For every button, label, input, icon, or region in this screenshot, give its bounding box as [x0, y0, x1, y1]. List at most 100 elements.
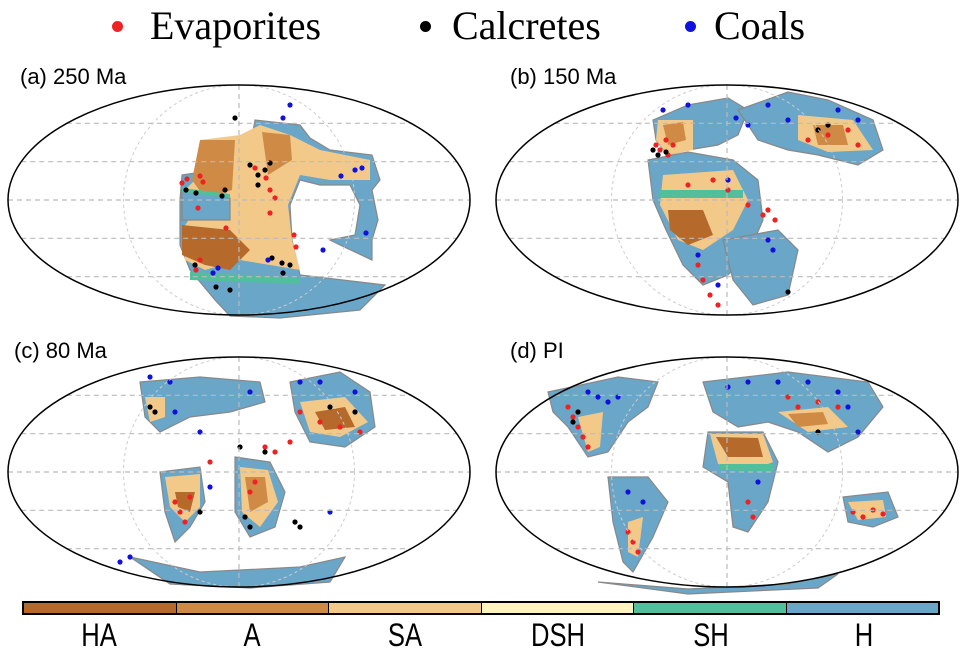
- arid-zone: [628, 517, 643, 557]
- landmass-antarctica: [597, 573, 839, 595]
- legend-coals: Coals: [714, 3, 806, 48]
- coal-point: [265, 257, 271, 263]
- calcretes-marker-icon: [420, 21, 431, 32]
- calcrete-point: [663, 149, 669, 155]
- calcrete-point: [247, 524, 253, 530]
- evaporite-point: [207, 459, 213, 465]
- calcrete-point: [232, 115, 238, 121]
- calcrete-point: [570, 419, 576, 425]
- evaporite-point: [565, 404, 571, 410]
- evaporite-point: [580, 434, 586, 440]
- coal-point: [845, 404, 851, 410]
- calcrete-point: [255, 172, 261, 178]
- map-panel-b: [495, 84, 959, 316]
- evaporite-point: [287, 439, 293, 445]
- coal-point: [695, 252, 701, 258]
- coal-point: [765, 237, 771, 243]
- evaporite-point: [267, 187, 273, 193]
- evaporite-point: [195, 205, 201, 211]
- arid-core: [663, 122, 686, 145]
- evaporite-point: [795, 404, 801, 410]
- map-outline: [7, 356, 471, 588]
- coal-point: [210, 270, 216, 276]
- evaporite-point: [179, 180, 185, 186]
- coal-point: [320, 247, 326, 253]
- evaporite-point: [750, 514, 756, 520]
- evaporite-point: [197, 257, 203, 263]
- colorbar-label-a: A: [243, 617, 261, 653]
- evaporite-point: [657, 147, 663, 153]
- map-panel-a: [7, 84, 471, 319]
- coal-point: [595, 394, 601, 400]
- coal-point: [167, 379, 173, 385]
- coal-point: [745, 379, 751, 385]
- coals-marker-icon: [685, 21, 696, 32]
- evaporite-point: [845, 127, 851, 133]
- panel-b-label: (b) 150 Ma: [510, 64, 617, 89]
- calcrete-point: [327, 404, 333, 410]
- calcrete-point: [227, 287, 233, 293]
- evaporite-point: [252, 165, 258, 171]
- coal-point: [172, 409, 178, 415]
- calcrete-point: [152, 409, 158, 415]
- evaporite-point: [805, 137, 811, 143]
- coal-point: [770, 247, 776, 253]
- hyper-arid-core: [716, 437, 763, 457]
- colorbar-a: [176, 603, 329, 613]
- evaporite-point: [685, 182, 691, 188]
- colorbar-label-sh: SH: [693, 617, 729, 653]
- coal-point: [207, 484, 213, 490]
- coal-point: [352, 167, 358, 173]
- coal-point: [855, 429, 861, 435]
- calcrete-point: [183, 187, 189, 193]
- evaporite-point: [860, 514, 866, 520]
- calcrete-point: [242, 514, 248, 520]
- coal-point: [287, 102, 293, 108]
- coal-point: [363, 230, 369, 236]
- coal-point: [147, 374, 153, 380]
- evaporite-point: [625, 529, 631, 535]
- subhumid-band: [660, 190, 743, 198]
- subhumid-band: [720, 464, 773, 472]
- coal-point: [338, 173, 344, 179]
- map-outline: [7, 84, 471, 316]
- coal-point: [117, 559, 123, 565]
- colorbar-label-sa: SA: [387, 617, 423, 653]
- colorbar-ha: [24, 603, 177, 613]
- coal-point: [775, 379, 781, 385]
- colorbar-sh: [634, 603, 787, 613]
- map-outline: [495, 356, 959, 588]
- calcrete-point: [352, 409, 358, 415]
- evaporite-point: [663, 137, 669, 143]
- legend-evaporites: Evaporites: [150, 3, 322, 48]
- map-panel-c: [7, 356, 471, 589]
- evaporite-point: [197, 173, 203, 179]
- calcrete-point: [192, 262, 198, 268]
- coal-point: [725, 384, 731, 390]
- coal-point: [352, 389, 358, 395]
- evaporite-point: [187, 494, 193, 500]
- evaporite-point: [760, 212, 766, 218]
- evaporite-point: [297, 409, 303, 415]
- calcrete-point: [279, 260, 285, 266]
- arid-core: [245, 477, 268, 512]
- evaporite-point: [707, 292, 713, 298]
- calcrete-point: [650, 147, 656, 153]
- coal-point: [733, 115, 739, 121]
- panel-c-label: (c) 80 Ma: [14, 338, 107, 363]
- coal-point: [127, 554, 133, 560]
- coal-point: [585, 389, 591, 395]
- calcrete-point: [575, 409, 581, 415]
- coal-point: [835, 389, 841, 395]
- evaporite-point: [570, 414, 576, 420]
- coal-point: [765, 102, 771, 108]
- legend-calcretes: Calcretes: [452, 3, 601, 48]
- evaporite-point: [272, 195, 278, 201]
- evaporite-point: [272, 449, 278, 455]
- evaporite-point: [172, 499, 178, 505]
- evaporite-point: [700, 277, 706, 283]
- coal-point: [317, 379, 323, 385]
- coal-point: [625, 489, 631, 495]
- coal-point: [715, 282, 721, 288]
- landmass-gondwana-south: [722, 229, 799, 306]
